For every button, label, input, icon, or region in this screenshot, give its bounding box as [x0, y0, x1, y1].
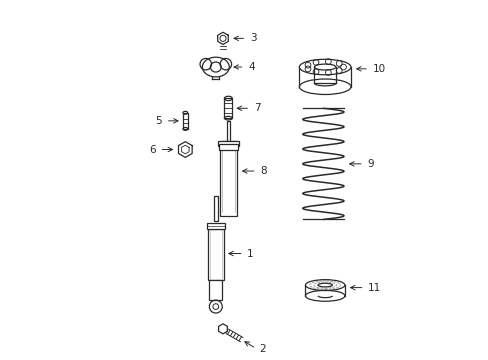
Text: 11: 11: [367, 283, 381, 293]
Bar: [209, 280, 222, 300]
Bar: [218, 144, 238, 150]
Text: 2: 2: [259, 343, 265, 354]
Text: 10: 10: [372, 64, 385, 74]
Text: 6: 6: [149, 144, 156, 154]
Bar: [219, 140, 237, 216]
Polygon shape: [218, 324, 227, 334]
Bar: [214, 196, 217, 221]
Bar: [218, 140, 238, 145]
Bar: [206, 223, 224, 229]
Text: 3: 3: [249, 33, 256, 43]
Bar: [183, 113, 187, 129]
Bar: [207, 229, 224, 280]
Text: 4: 4: [247, 62, 254, 72]
Text: 8: 8: [260, 166, 266, 176]
Bar: [224, 98, 232, 118]
Text: 7: 7: [253, 103, 260, 113]
Text: 9: 9: [366, 159, 373, 169]
Text: 1: 1: [247, 248, 253, 258]
Bar: [226, 121, 230, 140]
Text: 5: 5: [155, 116, 162, 126]
